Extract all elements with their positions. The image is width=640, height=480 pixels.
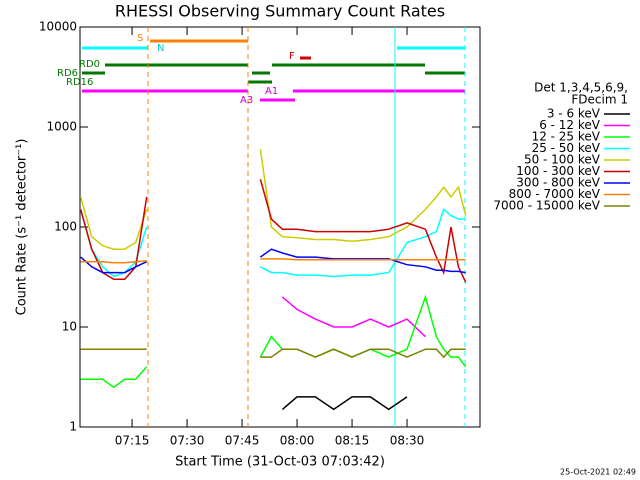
legend-label: 6 - 12 keV: [539, 118, 601, 132]
footer: 25-Oct-2021 02:49: [560, 468, 636, 477]
state-label: RD16: [66, 77, 93, 88]
series-line: [80, 258, 466, 264]
x-tick-label: 08:15: [335, 434, 370, 448]
chart-title: RHESSI Observing Summary Count Rates: [115, 2, 445, 21]
x-tick-label: 07:15: [115, 434, 150, 448]
state-label: S: [137, 33, 143, 44]
series-line: [80, 248, 466, 274]
series-line: [281, 296, 426, 338]
dashed-markers: [147, 27, 466, 427]
x-tick-label: 07:30: [170, 434, 205, 448]
series-line: [79, 149, 467, 250]
x-tick-label: 07:45: [225, 434, 260, 448]
state-label: RD0: [79, 59, 100, 70]
legend-label: 100 - 300 keV: [516, 164, 600, 178]
state-label: A1: [265, 86, 278, 97]
legend-label: 300 - 800 keV: [516, 176, 600, 190]
legend-label: 3 - 6 keV: [547, 107, 601, 121]
x-axis-label: Start Time (31-Oct-03 07:03:42): [175, 455, 385, 470]
series-line: [281, 396, 408, 411]
state-label: F: [289, 51, 295, 62]
y-tick-label: 10000: [39, 20, 77, 34]
legend-title: FDecim 1: [571, 93, 628, 107]
legend-label: 7000 - 15000 keV: [493, 199, 600, 213]
legend-label: 12 - 25 keV: [532, 130, 601, 144]
y-tick-label: 100: [54, 220, 77, 234]
x-tick-label: 08:00: [280, 434, 315, 448]
legend-label: 25 - 50 keV: [532, 141, 601, 155]
state-bars: [82, 39, 465, 102]
y-axis-label: Count Rate (s⁻¹ detector⁻¹): [15, 139, 30, 316]
series-line: [80, 348, 466, 359]
legend-label: 800 - 7000 keV: [509, 187, 601, 201]
legend-label: 50 - 100 keV: [524, 153, 601, 167]
y-tick-label: 10: [62, 320, 77, 334]
state-label: A3: [240, 95, 253, 106]
x-tick-label: 08:30: [390, 434, 425, 448]
legend-title: Det 1,3,4,5,6,9,: [534, 81, 628, 95]
state-label: RD6: [57, 68, 78, 79]
y-tick-label: 1000: [46, 120, 77, 134]
y-tick-label: 1: [69, 420, 77, 434]
state-label: N: [157, 43, 164, 54]
